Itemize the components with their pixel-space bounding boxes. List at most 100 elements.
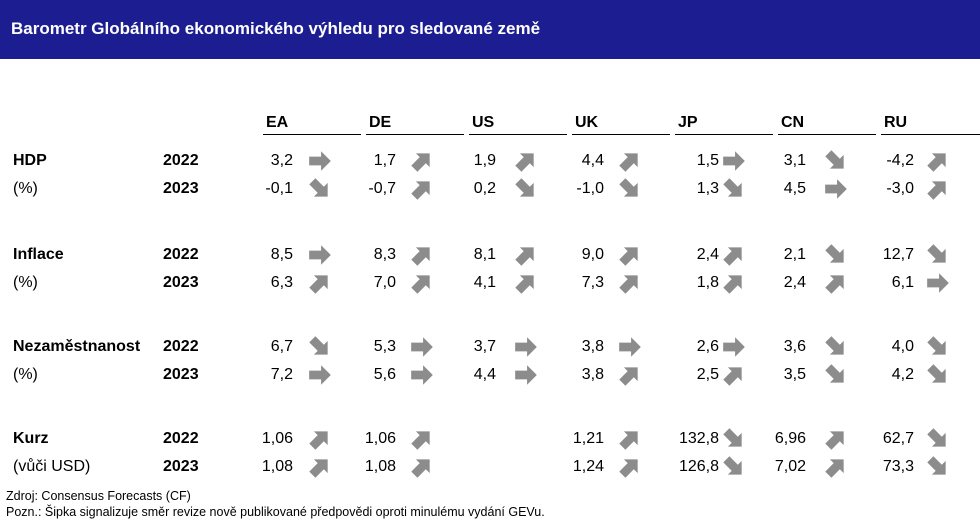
value-cell: 2,1	[783, 246, 806, 263]
arrow-up-icon	[617, 426, 643, 452]
year-label: 2023	[163, 274, 199, 291]
arrow-down-icon	[823, 148, 849, 174]
value-cell: 1,24	[572, 458, 604, 475]
arrow-right-icon	[513, 334, 539, 360]
source-note: Zdroj: Consensus Forecasts (CF)	[6, 489, 191, 503]
value-cell: 1,08	[364, 458, 396, 475]
arrow-up-icon	[513, 270, 539, 296]
arrow-up-icon	[721, 362, 747, 388]
arrow-down-icon	[307, 334, 333, 360]
arrow-down-icon	[823, 362, 849, 388]
arrow-up-icon	[409, 148, 435, 174]
arrow-right-icon	[823, 176, 849, 202]
year-label: 2022	[163, 430, 199, 447]
value-cell: 1,7	[373, 152, 396, 169]
arrow-right-icon	[307, 362, 333, 388]
value-cell: 7,02	[774, 458, 806, 475]
year-label: 2022	[163, 338, 199, 355]
value-cell: 6,96	[774, 430, 806, 447]
value-cell: 1,21	[572, 430, 604, 447]
year-label: 2022	[163, 246, 199, 263]
value-cell: 0,2	[473, 180, 496, 197]
arrow-down-icon	[721, 176, 747, 202]
arrow-up-icon	[513, 242, 539, 268]
arrow-up-icon	[617, 454, 643, 480]
value-cell: 8,5	[270, 246, 293, 263]
value-cell: 7,0	[373, 274, 396, 291]
value-cell: 1,06	[261, 430, 293, 447]
value-cell: 9,0	[581, 246, 604, 263]
value-cell: 12,7	[882, 246, 914, 263]
arrow-right-icon	[409, 362, 435, 388]
value-cell: 4,4	[581, 152, 604, 169]
value-cell: 62,7	[882, 430, 914, 447]
arrow-up-icon	[409, 426, 435, 452]
value-cell: -0,7	[368, 180, 396, 197]
value-cell: 4,0	[891, 338, 914, 355]
arrow-up-icon	[409, 176, 435, 202]
value-cell: 126,8	[678, 458, 719, 475]
arrow-up-icon	[513, 148, 539, 174]
arrow-down-icon	[823, 334, 849, 360]
arrow-up-icon	[617, 242, 643, 268]
value-cell: 7,2	[270, 366, 293, 383]
arrow-up-icon	[409, 242, 435, 268]
value-cell: 1,3	[696, 180, 719, 197]
value-cell: 1,08	[261, 458, 293, 475]
value-cell: 3,8	[581, 338, 604, 355]
indicator-label: Nezaměstnanost	[13, 338, 141, 355]
value-cell: -4,2	[886, 152, 914, 169]
value-cell: 1,8	[696, 274, 719, 291]
arrow-up-icon	[721, 242, 747, 268]
value-cell: 2,4	[783, 274, 806, 291]
arrow-right-icon	[513, 362, 539, 388]
indicator-unit: (%)	[13, 274, 38, 291]
arrow-up-icon	[823, 270, 849, 296]
year-label: 2022	[163, 152, 199, 169]
value-cell: 3,1	[783, 152, 806, 169]
value-cell: 8,1	[473, 246, 496, 263]
column-header-cn: CN	[778, 114, 876, 135]
arrow-up-icon	[721, 270, 747, 296]
value-cell: 6,3	[270, 274, 293, 291]
indicator-label: Kurz	[13, 430, 49, 447]
footnote: Pozn.: Šipka signalizuje směr revize nov…	[6, 505, 545, 519]
value-cell: 7,3	[581, 274, 604, 291]
arrow-down-icon	[721, 426, 747, 452]
value-cell: 3,7	[473, 338, 496, 355]
arrow-down-icon	[721, 454, 747, 480]
arrow-right-icon	[925, 270, 951, 296]
arrow-down-icon	[617, 176, 643, 202]
value-cell: 5,3	[373, 338, 396, 355]
year-label: 2023	[163, 458, 199, 475]
value-cell: 4,4	[473, 366, 496, 383]
value-cell: 4,1	[473, 274, 496, 291]
arrow-up-icon	[925, 148, 951, 174]
arrow-right-icon	[721, 334, 747, 360]
arrow-down-icon	[925, 242, 951, 268]
value-cell: 1,5	[696, 152, 719, 169]
arrow-right-icon	[307, 242, 333, 268]
indicator-unit: (vůči USD)	[13, 458, 91, 475]
value-cell: 3,6	[783, 338, 806, 355]
value-cell: 3,5	[783, 366, 806, 383]
value-cell: 6,1	[891, 274, 914, 291]
column-header-jp: JP	[675, 114, 773, 135]
value-cell: 2,6	[696, 338, 719, 355]
arrow-up-icon	[307, 454, 333, 480]
arrow-up-icon	[925, 176, 951, 202]
value-cell: 5,6	[373, 366, 396, 383]
value-cell: 8,3	[373, 246, 396, 263]
arrow-down-icon	[925, 362, 951, 388]
value-cell: 3,8	[581, 366, 604, 383]
arrow-right-icon	[409, 334, 435, 360]
value-cell: 1,9	[473, 152, 496, 169]
indicator-label: HDP	[13, 152, 47, 169]
arrow-up-icon	[409, 270, 435, 296]
arrow-down-icon	[925, 454, 951, 480]
value-cell: -0,1	[265, 180, 293, 197]
value-cell: 132,8	[678, 430, 719, 447]
column-header-uk: UK	[572, 114, 670, 135]
arrow-down-icon	[823, 242, 849, 268]
value-cell: 4,5	[783, 180, 806, 197]
